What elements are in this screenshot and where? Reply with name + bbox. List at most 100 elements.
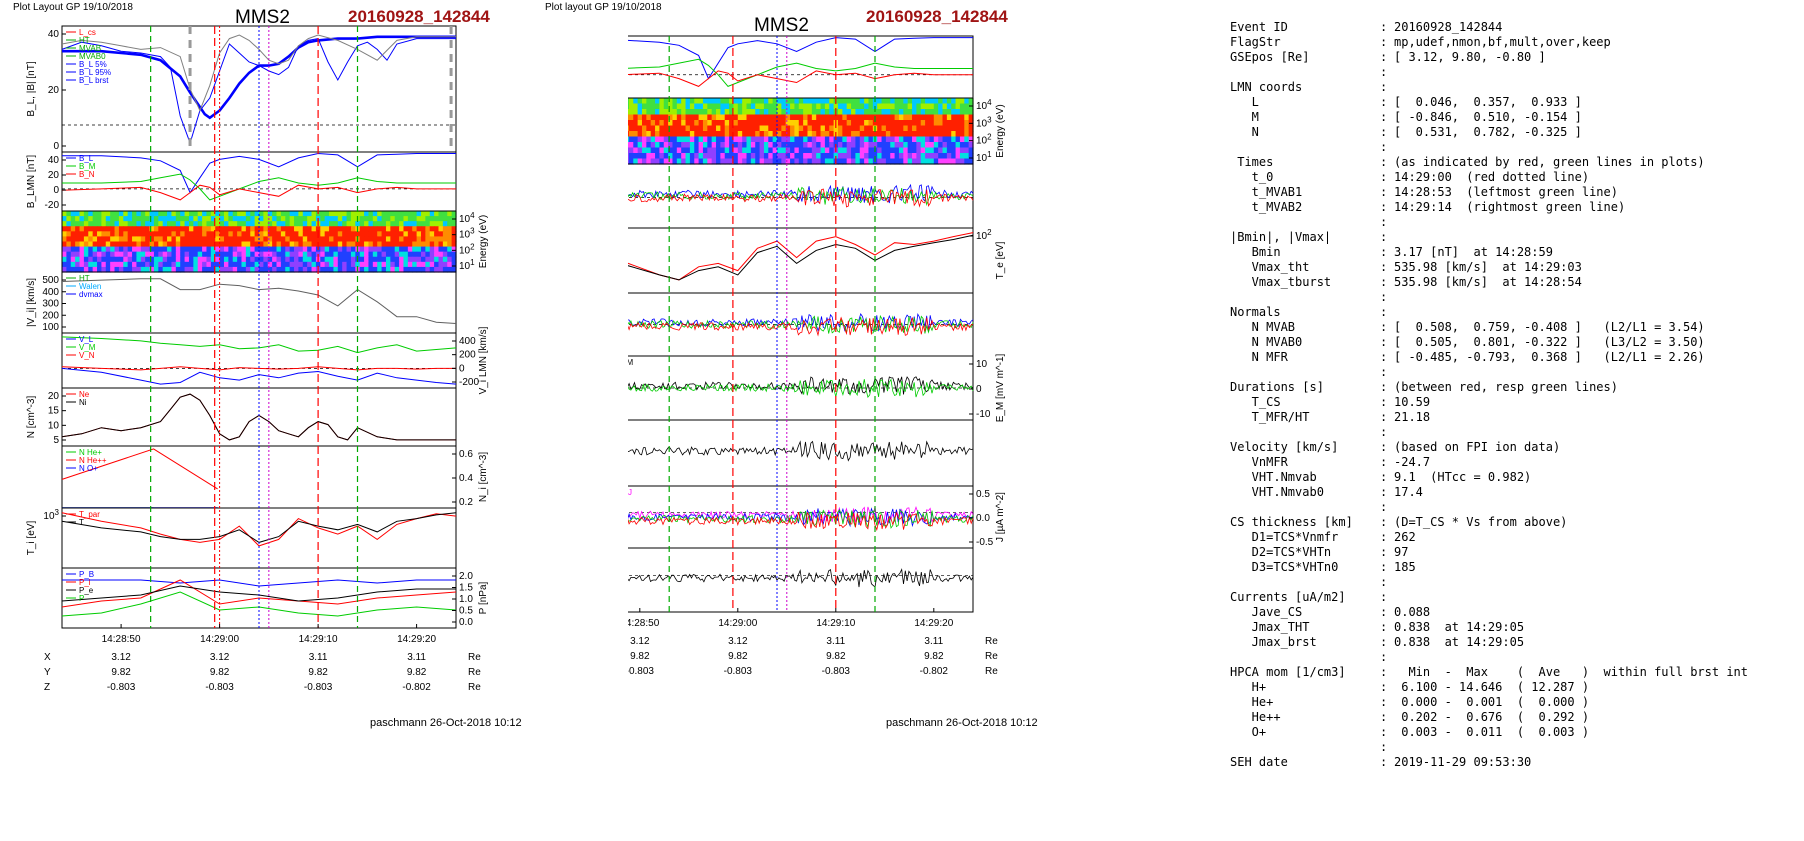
info-row: :: [1230, 215, 1748, 230]
spectrogram-cell: [447, 236, 453, 243]
spectrogram-cell: [763, 109, 769, 116]
spectrogram-cell: [429, 246, 435, 253]
spectrogram-cell: [646, 114, 652, 121]
spectrogram-cell: [655, 120, 660, 127]
spectrogram-cell: [420, 216, 426, 222]
spectrogram-cell: [136, 256, 142, 263]
spectrogram-cell: [101, 241, 107, 248]
spectrogram-cell: [329, 231, 335, 238]
spectrogram-cell: [842, 142, 848, 149]
spectrogram-cell: [223, 251, 229, 258]
spectrogram-cell: [114, 236, 120, 243]
spectrogram-cell: [646, 131, 652, 138]
spectrogram-cell: [149, 211, 155, 217]
info-row: Velocity [km/s]: (based on FPI ion data): [1230, 440, 1748, 455]
spectrogram-cell: [855, 142, 861, 149]
spectrogram-cell: [114, 246, 120, 253]
spectrogram-cell: [803, 103, 809, 110]
spectrogram-cell: [254, 261, 260, 268]
series-line: [61, 367, 457, 385]
spectrogram-cell: [916, 153, 922, 160]
spectrogram-cell: [416, 266, 422, 273]
spectrogram-cell: [829, 114, 835, 121]
spectrogram-cell: [425, 241, 431, 248]
spectrogram-cell: [368, 256, 374, 263]
spectrogram-cell: [364, 236, 370, 243]
spectrogram-cell: [355, 261, 361, 268]
spectrogram-cell: [162, 256, 168, 263]
spectrogram-cell: [105, 261, 111, 268]
spectrogram-cell: [136, 246, 142, 253]
spectrogram-cell: [724, 114, 730, 121]
spectrogram-cell: [964, 153, 970, 160]
spectrogram-cell: [175, 231, 181, 238]
spectrogram-cell: [746, 131, 752, 138]
spectrogram-cell: [223, 256, 229, 263]
spectrogram-cell: [637, 103, 643, 110]
series-line: [61, 336, 457, 354]
spectrogram-cell: [846, 120, 852, 127]
spectrogram-cell: [241, 221, 247, 227]
spectrogram-cell: [167, 241, 173, 248]
spectrogram-cell: [646, 125, 652, 132]
spectrogram-cell: [88, 261, 94, 268]
spectrogram-cell: [894, 114, 900, 121]
info-separator: :: [1380, 710, 1388, 724]
info-separator: :: [1380, 560, 1388, 574]
spectrogram-cell: [228, 226, 234, 232]
spectrogram-cell: [768, 158, 774, 165]
legend-label: J_L mdxJ: [628, 488, 632, 497]
spectrogram-cell: [868, 142, 874, 149]
series-line: [628, 312, 974, 332]
spectrogram-cell: [223, 236, 229, 243]
spectrogram-cell: [232, 266, 238, 273]
spectrogram-cell: [868, 98, 874, 105]
spectrogram-cell: [118, 246, 124, 253]
spectrogram-cell: [149, 241, 155, 248]
spectrogram-cell: [633, 114, 639, 121]
spectrogram-cell: [403, 256, 409, 263]
spectrogram-cell: [820, 136, 826, 143]
spectrogram-cell: [123, 241, 129, 248]
spectrogram-cell: [377, 266, 383, 273]
spectrogram-cell: [425, 226, 431, 232]
spectrogram-cell: [920, 103, 926, 110]
spectrogram-cell: [733, 142, 739, 149]
y-tick-label: 104: [976, 98, 992, 112]
spectrogram-cell: [429, 231, 435, 238]
spectrogram-cell: [829, 125, 835, 132]
info-key: t_MVAB2: [1230, 200, 1303, 214]
spectrogram-cell: [742, 114, 748, 121]
spectrogram-cell: [272, 246, 278, 253]
y-tick-label: 103: [459, 227, 475, 241]
spectrogram-cell: [689, 98, 695, 105]
spectrogram-cell: [676, 142, 682, 149]
legend-label: B_L: [79, 154, 94, 163]
info-row: Jave_CS:0.088: [1230, 605, 1748, 620]
spectrogram-cell: [434, 246, 440, 253]
spectrogram-cell: [442, 221, 448, 227]
spectrogram-cell: [136, 216, 142, 222]
info-row: He++: 0.202 - 0.676 ( 0.292 ): [1230, 710, 1748, 725]
spectrogram-cell: [329, 221, 335, 227]
spectrogram-cell: [777, 114, 782, 121]
spectrogram-cell: [898, 114, 904, 121]
spectrogram-cell: [637, 158, 643, 165]
info-value: 14:29:14 (rightmost green line): [1394, 200, 1626, 214]
legend-label: B_L 5%: [79, 60, 107, 69]
spectrogram-cell: [372, 241, 378, 248]
spectrogram-cell: [768, 131, 774, 138]
spectrogram-cell: [276, 251, 282, 258]
spectrogram-cell: [110, 236, 116, 243]
spectrogram-cell: [724, 98, 730, 105]
spectrogram-cell: [171, 246, 177, 253]
spectrogram-cell: [946, 125, 952, 132]
spectrogram-cell: [412, 226, 418, 232]
info-key: D3=TCS*VHTn0: [1230, 560, 1339, 574]
spectrogram-cell: [197, 266, 203, 273]
spectrogram-cell: [429, 226, 435, 232]
spectrogram-cell: [898, 120, 904, 127]
spectrogram-cell: [381, 226, 387, 232]
spectrogram-cell: [329, 236, 335, 243]
info-key: D1=TCS*Vnmfr: [1230, 530, 1339, 544]
